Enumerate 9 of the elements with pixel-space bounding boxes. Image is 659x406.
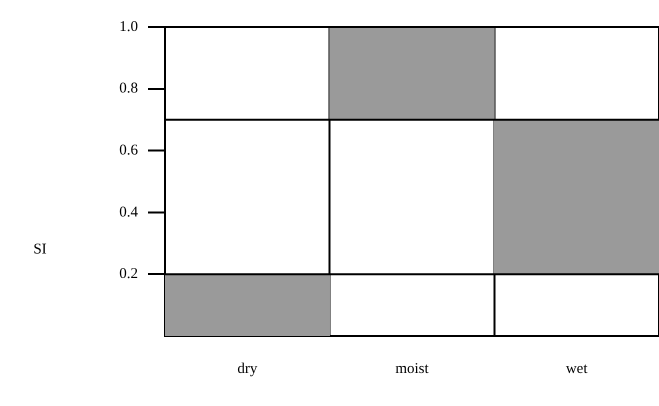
y-tick-label: 0.8 xyxy=(119,80,138,97)
x-tick-label: moist xyxy=(395,360,430,377)
y-tick-label: 0.2 xyxy=(119,266,138,282)
y-axis-title: SI xyxy=(33,241,47,258)
y-tick-label: 0.4 xyxy=(119,204,138,220)
x-tick-label: dry xyxy=(237,360,258,377)
x-tick-label: wet xyxy=(566,360,588,377)
y-tick-label: 0.6 xyxy=(119,142,138,159)
y-tick-label: 1.0 xyxy=(119,18,138,35)
